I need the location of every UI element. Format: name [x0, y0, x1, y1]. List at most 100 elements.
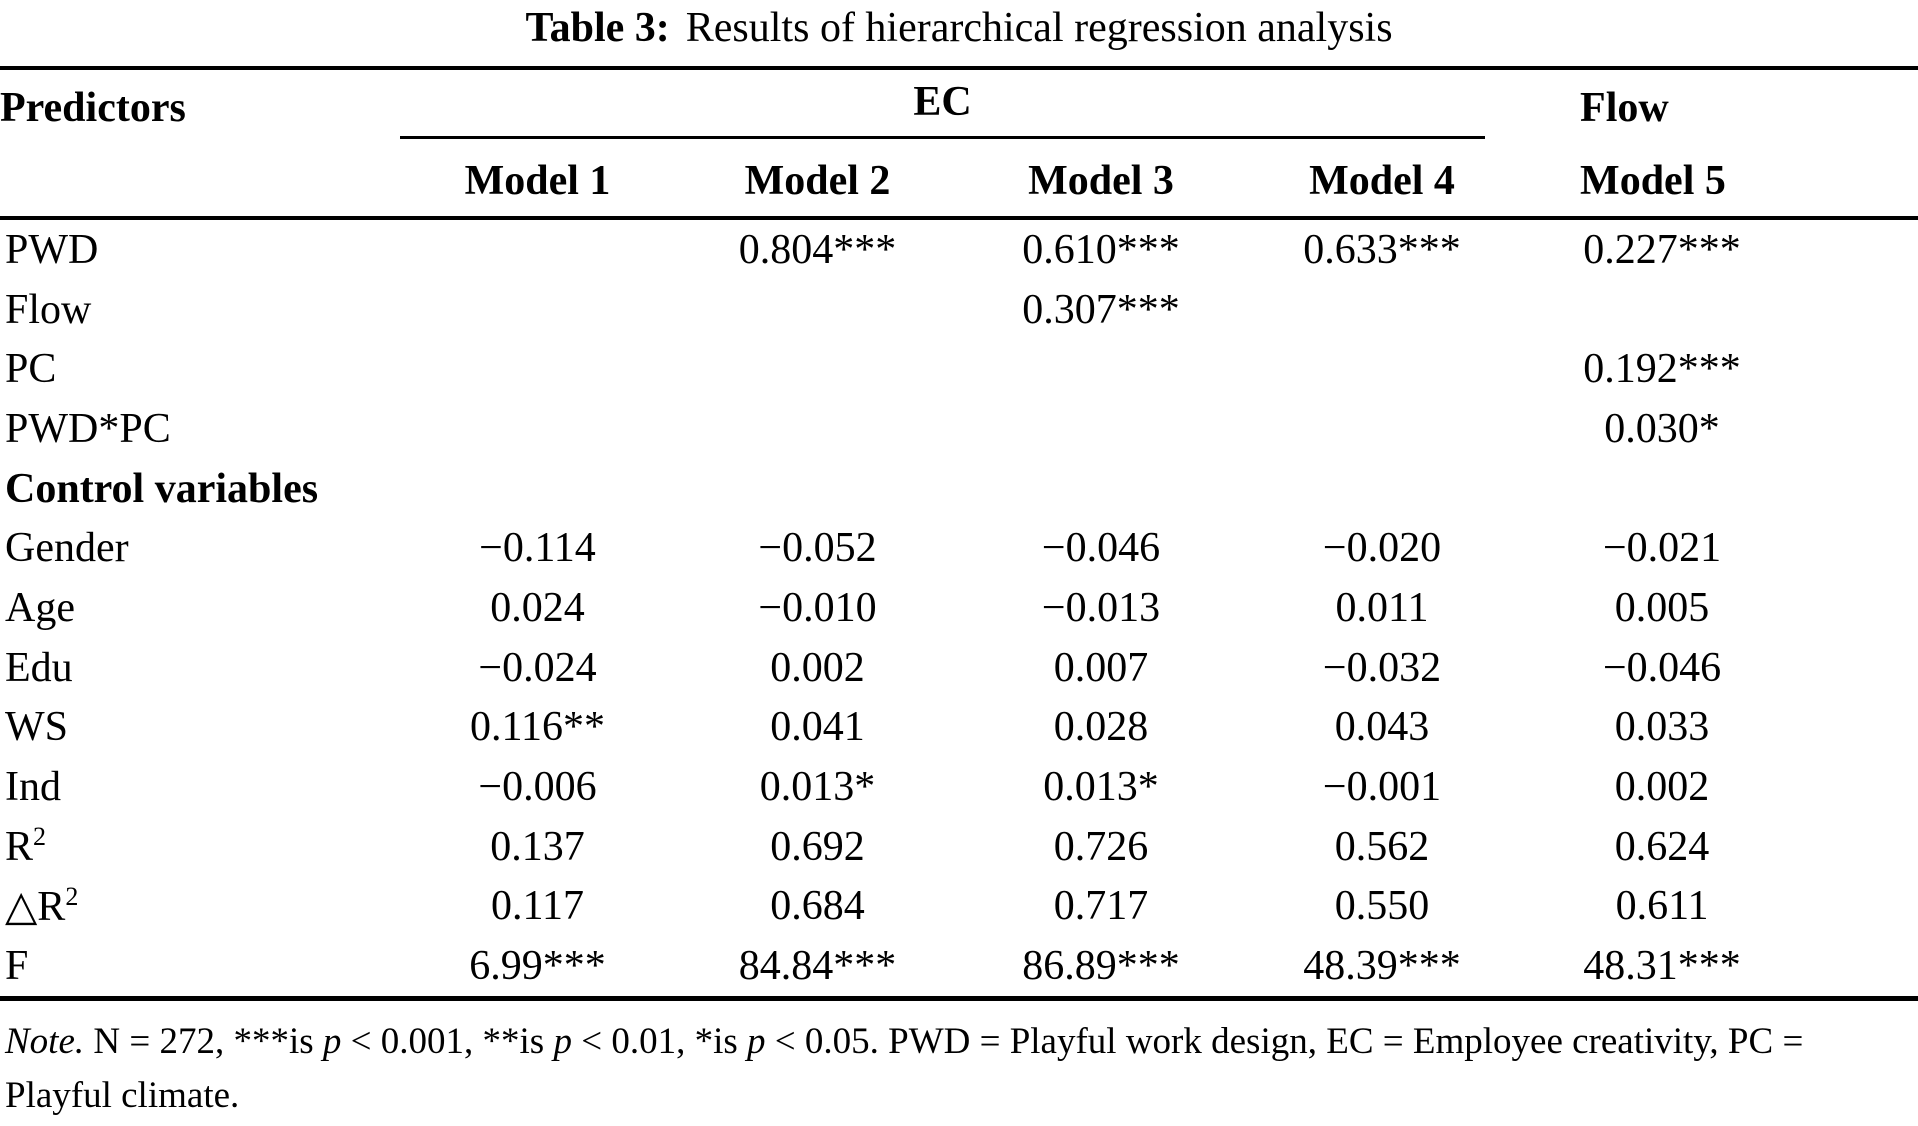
cell-value: [675, 339, 960, 399]
cell-value: [1242, 459, 1522, 519]
cell-value: 0.041: [770, 704, 865, 751]
cell-value: 0.633***: [1303, 226, 1461, 273]
cell-value: −0.114: [479, 525, 596, 572]
column-group-ec-label: EC: [400, 78, 1486, 139]
cell-value: 0.550: [1334, 883, 1430, 930]
cell-value: [960, 339, 1242, 399]
row-label: Ind: [5, 764, 61, 811]
cell-value: [400, 399, 675, 459]
cell-value: 0.033: [1614, 704, 1710, 751]
note-segment: Note.: [5, 1020, 85, 1062]
empty-header-cell: [0, 146, 400, 220]
column-header-model-3: Model 3: [960, 146, 1242, 220]
row-label: PWD*PC: [5, 405, 171, 452]
row-label: Gender: [5, 525, 129, 572]
note-segment: < 0.01, *is: [571, 1020, 747, 1062]
cell-value: 0.137: [490, 823, 585, 870]
cell-value: 84.84***: [738, 943, 897, 990]
table-row: Control variables: [0, 459, 1918, 519]
cell-value: 0.007: [1053, 644, 1149, 691]
cell-value: 0.030*: [1604, 405, 1720, 452]
cell-value: 0.610***: [1022, 226, 1180, 273]
cell-value: [1522, 459, 1802, 519]
table-row: Ind −0.006 0.013* 0.013* −0.001 0.002: [0, 757, 1918, 817]
column-group-ec: EC: [400, 68, 1522, 146]
cell-value: 0.684: [770, 883, 865, 930]
cell-value: 0.192***: [1583, 346, 1741, 393]
cell-value: 0.307***: [1022, 286, 1180, 333]
cell-value: −0.046: [1041, 525, 1161, 572]
cell-value: 0.227***: [1583, 226, 1741, 273]
row-label: PWD: [5, 226, 99, 273]
spacer-cell: [1802, 638, 1918, 698]
cell-value: 0.011: [1335, 584, 1429, 631]
row-label: Control variables: [5, 465, 319, 512]
table-row: Edu −0.024 0.002 0.007 −0.032 −0.046: [0, 638, 1918, 698]
row-label: Age: [5, 584, 75, 631]
note-segment: p: [322, 1020, 342, 1062]
cell-value: [1242, 399, 1522, 459]
column-header-model-4: Model 4: [1242, 146, 1523, 220]
cell-value: 0.013*: [759, 764, 876, 811]
table-row: F 6.99*** 84.84*** 86.89*** 48.39*** 48.31***: [0, 936, 1918, 998]
spacer-cell: [1802, 218, 1918, 280]
header-model-row: Model 1 Model 2 Model 3 Model 4 Model 5: [0, 146, 1918, 220]
table-note: Note. N = 272, ***is p < 0.001, **is p <…: [0, 1015, 1918, 1123]
cell-value: [960, 399, 1242, 459]
cell-value: −0.006: [478, 764, 597, 811]
cell-value: −0.020: [1322, 525, 1442, 572]
cell-value: −0.021: [1602, 525, 1722, 572]
cell-value: −0.032: [1322, 644, 1442, 691]
spacer-cell: [1802, 339, 1918, 399]
cell-value: [400, 218, 675, 280]
cell-value: 0.726: [1053, 823, 1149, 870]
row-label-superscript: 2: [33, 821, 47, 851]
cell-value: 0.562: [1334, 823, 1430, 870]
note-segment: p: [553, 1020, 572, 1062]
cell-value: 0.804***: [738, 226, 897, 273]
table-row: PWD*PC 0.030*: [0, 399, 1918, 459]
row-label: F: [5, 943, 29, 990]
spacer-cell: [1802, 936, 1918, 998]
note-segment: < 0.001, **is: [341, 1020, 554, 1062]
note-segment: Playful climate.: [5, 1074, 240, 1116]
row-label: Flow: [5, 286, 92, 333]
cell-value: [675, 280, 960, 340]
spacer-cell: [1802, 578, 1918, 638]
cell-value: 0.024: [490, 584, 585, 631]
cell-value: 0.005: [1614, 584, 1710, 631]
cell-value: 48.39***: [1303, 943, 1461, 990]
column-header-model-1: Model 1: [400, 146, 675, 220]
cell-value: −0.010: [758, 584, 877, 631]
cell-value: 0.116**: [470, 704, 605, 751]
table-row: PWD 0.804*** 0.610*** 0.633*** 0.227***: [0, 218, 1918, 280]
column-group-flow: Flow: [1580, 85, 1669, 131]
table-title-label: Table 3:: [525, 5, 670, 51]
cell-value: 0.692: [770, 823, 865, 870]
spacer-cell: [1802, 817, 1918, 877]
table-row: △R2 0.117 0.684 0.717 0.550 0.611: [0, 877, 1918, 937]
table-row: PC 0.192***: [0, 339, 1918, 399]
cell-value: [400, 459, 675, 519]
cell-value: 0.002: [770, 644, 865, 691]
cell-value: 86.89***: [1022, 943, 1180, 990]
note-segment: p: [747, 1020, 766, 1062]
cell-value: −0.052: [758, 525, 877, 572]
cell-value: 0.611: [1615, 883, 1709, 930]
cell-value: [400, 280, 675, 340]
row-label: WS: [5, 704, 68, 751]
table-body: PWD 0.804*** 0.610*** 0.633*** 0.227*** Flow 0…: [0, 218, 1918, 998]
header-group-row: Predictors EC Flow: [0, 68, 1918, 146]
cell-value: [400, 339, 675, 399]
cell-value: 0.043: [1334, 704, 1430, 751]
note-segment: < 0.05. PWD = Playful work design, EC = …: [765, 1020, 1804, 1062]
row-label-superscript: 2: [65, 882, 79, 912]
cell-value: 0.013*: [1043, 764, 1159, 811]
cell-value: [675, 459, 960, 519]
row-label: Edu: [5, 644, 73, 691]
cell-value: [960, 459, 1242, 519]
regression-table: Predictors EC Flow Model 1 Model 2 Model…: [0, 66, 1918, 1001]
cell-value: [1242, 339, 1522, 399]
spacer-cell: [1802, 698, 1918, 758]
spacer-cell: [1802, 399, 1918, 459]
